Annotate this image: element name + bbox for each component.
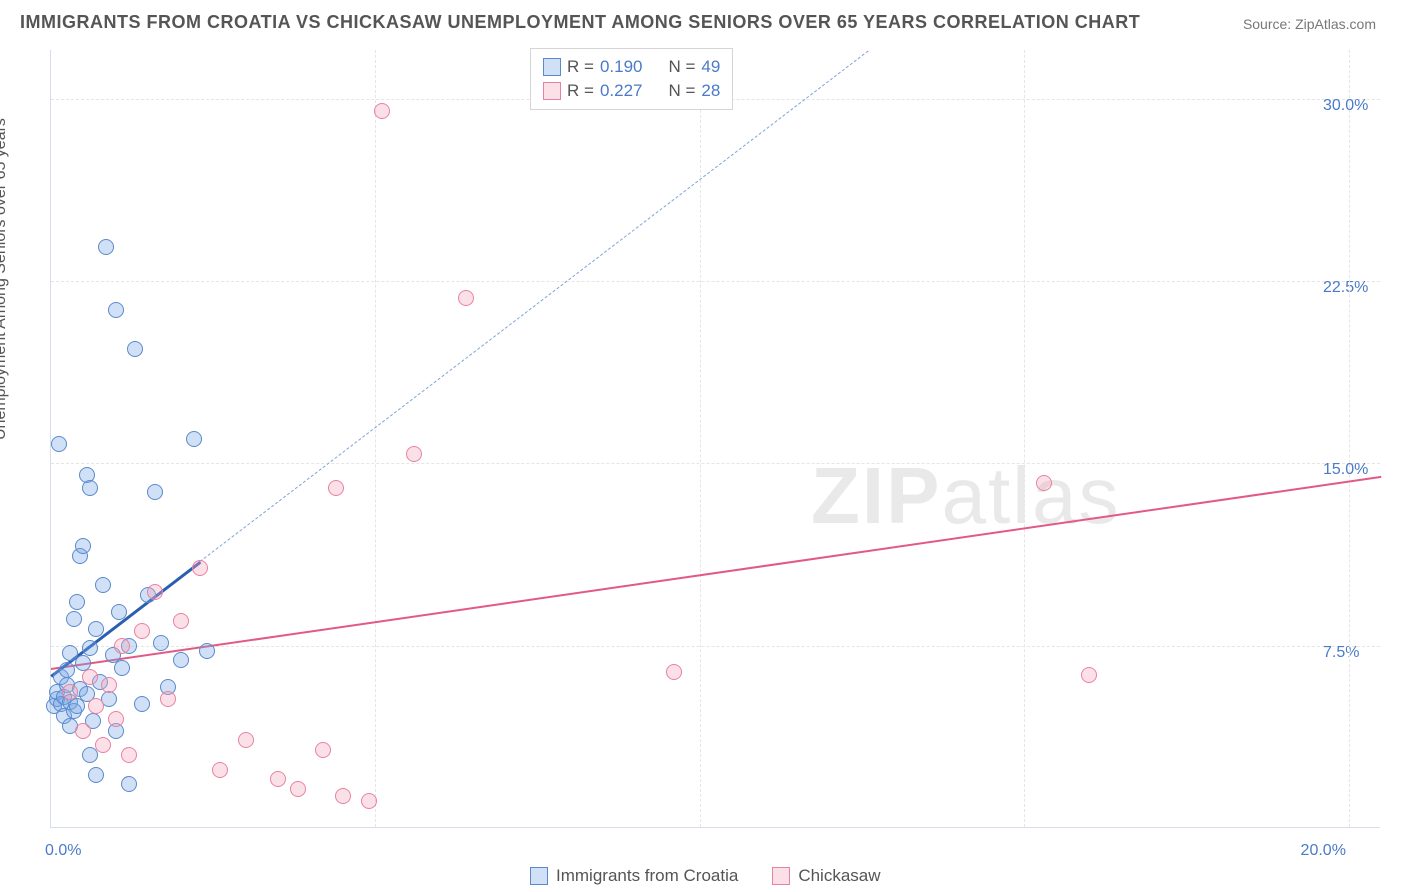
- scatter-point-blue: [82, 480, 98, 496]
- scatter-point-pink: [328, 480, 344, 496]
- scatter-point-pink: [666, 664, 682, 680]
- x-tick-label: 20.0%: [1301, 842, 1346, 860]
- scatter-point-pink: [270, 771, 286, 787]
- y-axis-label: Unemployment Among Seniors over 65 years: [0, 118, 10, 440]
- scatter-point-pink: [290, 781, 306, 797]
- scatter-point-blue: [134, 696, 150, 712]
- scatter-point-blue: [66, 611, 82, 627]
- legend-n-label: N =: [668, 55, 695, 79]
- legend-label-pink: Chickasaw: [798, 866, 880, 886]
- y-tick-label: 22.5%: [1323, 279, 1368, 297]
- legend-r-value-blue: 0.190: [600, 55, 643, 79]
- y-tick-label: 30.0%: [1323, 97, 1368, 115]
- scatter-point-pink: [315, 742, 331, 758]
- scatter-point-blue: [88, 767, 104, 783]
- scatter-point-blue: [69, 594, 85, 610]
- scatter-point-blue: [114, 660, 130, 676]
- scatter-point-pink: [374, 103, 390, 119]
- scatter-point-blue: [51, 436, 67, 452]
- gridline-horizontal: [51, 463, 1380, 464]
- x-tick-label: 0.0%: [45, 842, 81, 860]
- scatter-point-blue: [111, 604, 127, 620]
- series-legend: Immigrants from Croatia Chickasaw: [530, 866, 881, 886]
- scatter-point-blue: [108, 302, 124, 318]
- scatter-point-pink: [406, 446, 422, 462]
- scatter-point-blue: [75, 538, 91, 554]
- scatter-point-pink: [192, 560, 208, 576]
- source-label: Source: ZipAtlas.com: [1243, 16, 1376, 32]
- legend-swatch-blue: [543, 58, 561, 76]
- scatter-point-pink: [88, 698, 104, 714]
- scatter-point-pink: [1036, 475, 1052, 491]
- watermark-bold: ZIP: [811, 451, 941, 540]
- legend-n-value-blue: 49: [701, 55, 720, 79]
- scatter-point-blue: [199, 643, 215, 659]
- legend-n-value-pink: 28: [701, 79, 720, 103]
- scatter-point-pink: [458, 290, 474, 306]
- gridline-vertical: [1349, 50, 1350, 827]
- scatter-point-pink: [147, 584, 163, 600]
- scatter-point-blue: [147, 484, 163, 500]
- gridline-horizontal: [51, 646, 1380, 647]
- scatter-point-pink: [108, 711, 124, 727]
- scatter-point-blue: [153, 635, 169, 651]
- trend-line: [51, 475, 1381, 669]
- scatter-point-pink: [95, 737, 111, 753]
- scatter-point-pink: [238, 732, 254, 748]
- correlation-legend: R = 0.190 N = 49 R = 0.227 N = 28: [530, 48, 733, 110]
- scatter-point-blue: [88, 621, 104, 637]
- scatter-point-pink: [114, 638, 130, 654]
- scatter-point-blue: [121, 776, 137, 792]
- scatter-point-pink: [335, 788, 351, 804]
- legend-r-label: R =: [567, 79, 594, 103]
- scatter-point-pink: [173, 613, 189, 629]
- gridline-vertical: [375, 50, 376, 827]
- scatter-point-pink: [134, 623, 150, 639]
- scatter-point-blue: [82, 640, 98, 656]
- legend-r-label: R =: [567, 55, 594, 79]
- scatter-point-pink: [212, 762, 228, 778]
- correlation-legend-row: R = 0.190 N = 49: [543, 55, 720, 79]
- scatter-point-pink: [361, 793, 377, 809]
- scatter-point-blue: [127, 341, 143, 357]
- scatter-point-pink: [121, 747, 137, 763]
- scatter-point-pink: [160, 691, 176, 707]
- scatter-point-pink: [101, 677, 117, 693]
- trend-line: [200, 50, 869, 561]
- chart-plot-area: ZIPatlas 7.5%15.0%22.5%30.0%0.0%20.0%: [50, 50, 1380, 828]
- scatter-point-pink: [1081, 667, 1097, 683]
- legend-swatch-pink: [543, 82, 561, 100]
- scatter-point-pink: [75, 723, 91, 739]
- correlation-legend-row: R = 0.227 N = 28: [543, 79, 720, 103]
- legend-r-value-pink: 0.227: [600, 79, 643, 103]
- scatter-point-pink: [62, 684, 78, 700]
- gridline-vertical: [700, 50, 701, 827]
- scatter-point-blue: [59, 662, 75, 678]
- legend-n-label: N =: [668, 79, 695, 103]
- scatter-point-blue: [98, 239, 114, 255]
- scatter-point-pink: [82, 669, 98, 685]
- y-tick-label: 15.0%: [1323, 461, 1368, 479]
- y-tick-label: 7.5%: [1323, 644, 1359, 662]
- scatter-point-blue: [173, 652, 189, 668]
- gridline-horizontal: [51, 281, 1380, 282]
- scatter-point-blue: [95, 577, 111, 593]
- legend-swatch-blue: [530, 867, 548, 885]
- legend-swatch-pink: [772, 867, 790, 885]
- chart-title: IMMIGRANTS FROM CROATIA VS CHICKASAW UNE…: [20, 12, 1140, 33]
- scatter-point-blue: [186, 431, 202, 447]
- legend-label-blue: Immigrants from Croatia: [556, 866, 738, 886]
- gridline-vertical: [1024, 50, 1025, 827]
